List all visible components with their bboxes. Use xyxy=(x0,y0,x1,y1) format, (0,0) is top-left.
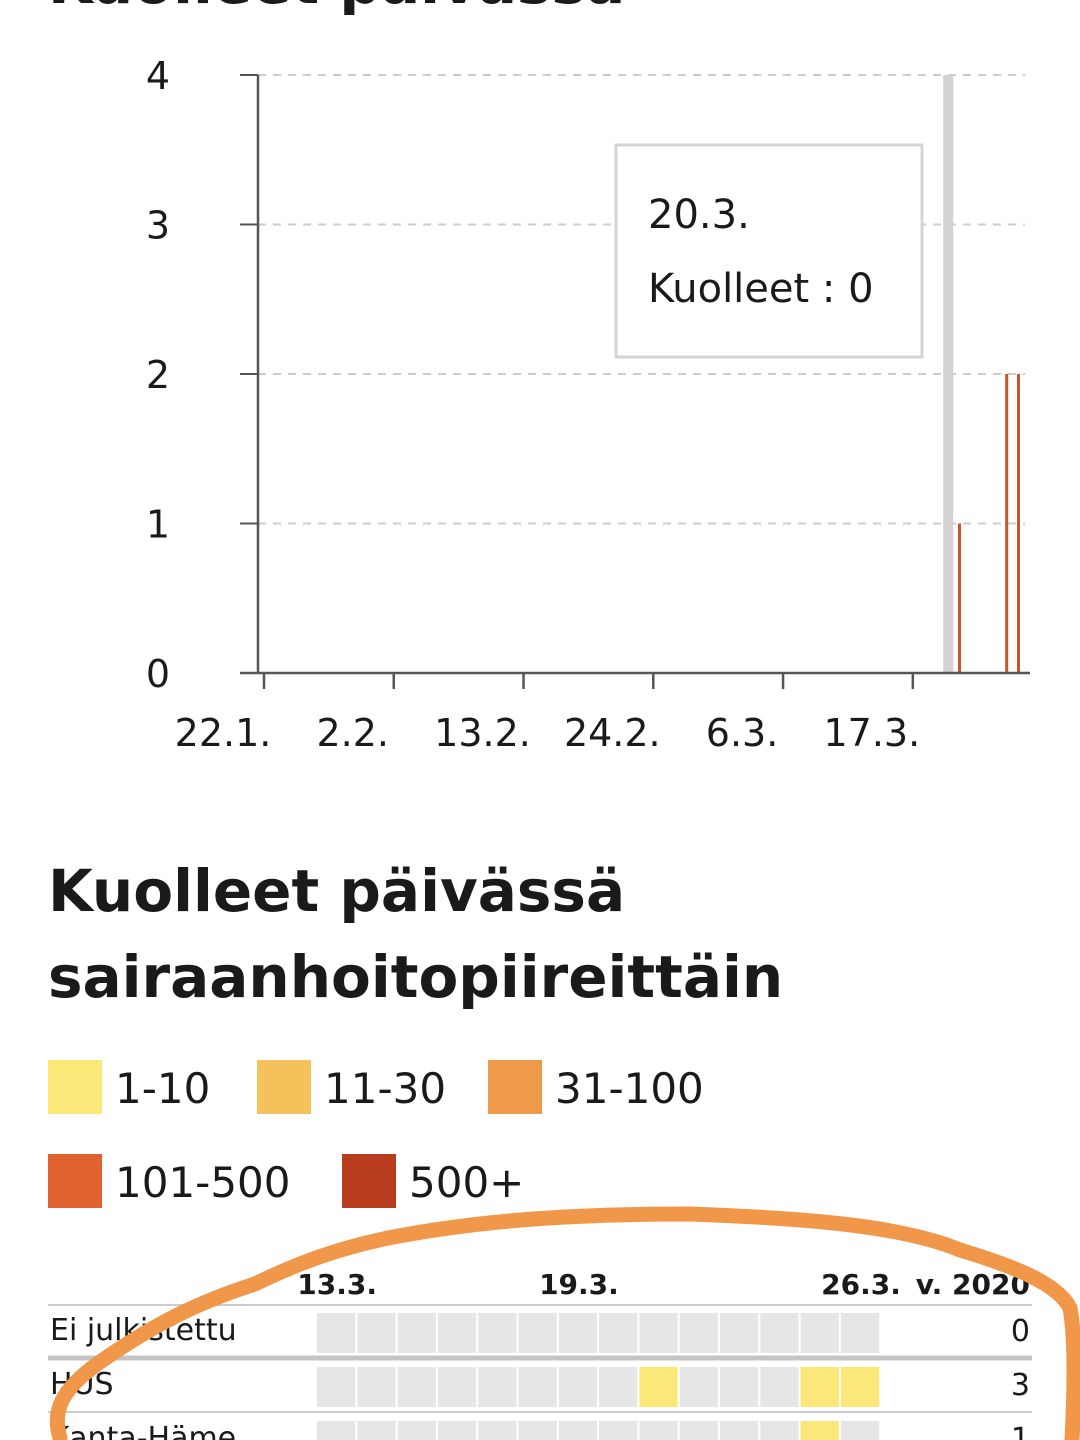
row-label: Kanta-Häme xyxy=(50,1421,236,1440)
hover-band xyxy=(943,75,954,673)
heatmap-cell xyxy=(518,1313,557,1353)
heatmap-cell xyxy=(639,1421,678,1440)
column-header: 13.3. xyxy=(297,1268,377,1301)
row-total: 0 xyxy=(1011,1314,1030,1349)
legend-swatch xyxy=(342,1154,396,1208)
heatmap-cell xyxy=(679,1313,718,1353)
legend-swatch xyxy=(48,1154,102,1208)
heatmap-cell xyxy=(518,1367,557,1407)
legend-swatch xyxy=(257,1060,311,1114)
x-tick-label: 2.2. xyxy=(317,711,390,755)
heatmap-cell xyxy=(840,1421,880,1440)
legend-label: 1-10 xyxy=(115,1064,211,1113)
top-chart-title: Kuolleet päivässä xyxy=(48,0,625,18)
heatmap-cell xyxy=(397,1421,436,1440)
row-label: Ei julkistettu xyxy=(50,1313,237,1348)
heatmap-cell xyxy=(478,1367,517,1407)
heatmap-cell xyxy=(357,1421,396,1440)
bar xyxy=(1017,374,1020,673)
heatmap-row: Ei julkistettu 0 xyxy=(48,1313,1032,1361)
heatmap-cell xyxy=(599,1421,638,1440)
heatmap-title-line2: sairaanhoitopiireittäin xyxy=(48,943,784,1011)
legend-label: 11-30 xyxy=(324,1064,447,1113)
legend-label: 31-100 xyxy=(555,1064,704,1113)
bar xyxy=(1005,374,1009,673)
heatmap-cell xyxy=(357,1313,396,1353)
heatmap-cell xyxy=(599,1313,638,1353)
column-header: 26.3. xyxy=(821,1268,901,1301)
x-tick-label: 22.1. xyxy=(175,711,272,755)
heatmap-cell xyxy=(317,1421,356,1440)
total-header: v. 2020 xyxy=(916,1268,1030,1301)
y-tick-label: 2 xyxy=(146,353,170,397)
tooltip-box xyxy=(614,143,924,359)
y-tick-label: 0 xyxy=(146,652,170,696)
legend-swatch xyxy=(48,1060,102,1114)
heatmap-cell xyxy=(800,1367,839,1407)
tooltip: 20.3. Kuolleet : 0 xyxy=(614,143,924,359)
heatmap-cell xyxy=(639,1367,678,1407)
y-tick-label: 1 xyxy=(146,503,170,547)
heatmap-cell xyxy=(317,1313,356,1353)
heatmap-cell xyxy=(679,1421,718,1440)
heatmap-cell xyxy=(840,1367,880,1407)
y-tick-label: 4 xyxy=(146,54,170,98)
heatmap-cell xyxy=(599,1367,638,1407)
x-tick-label: 24.2. xyxy=(564,711,661,755)
heatmap-row: HUS 3 xyxy=(48,1367,1032,1413)
heatmap-cell xyxy=(760,1313,799,1353)
heatmap-cell xyxy=(558,1421,598,1440)
heatmap-cell xyxy=(639,1313,678,1353)
heatmap-cell xyxy=(679,1367,718,1407)
x-tick-label: 13.2. xyxy=(434,711,531,755)
row-label: HUS xyxy=(50,1367,114,1402)
heatmap-row: Kanta-Häme 1 xyxy=(50,1421,1030,1440)
heatmap-title-line1: Kuolleet päivässä xyxy=(48,857,626,925)
heatmap-title: Kuolleet päivässä sairaanhoitopiireittäin xyxy=(48,848,1048,1020)
heatmap-cell xyxy=(558,1313,598,1353)
heatmap-cell xyxy=(518,1421,557,1440)
daily-deaths-bar-chart[interactable]: 0 1 2 3 4 22.1. 2.2. 13.2. 24.2. 6.3. 17.3. 20.3. Ku… xyxy=(0,0,1080,800)
heatmap-cell xyxy=(760,1367,799,1407)
y-tick-label: 3 xyxy=(146,204,170,248)
heatmap-cell xyxy=(558,1367,598,1407)
heatmap-cell xyxy=(720,1421,759,1440)
heatmap-cell xyxy=(437,1313,477,1353)
legend-label: 500+ xyxy=(409,1158,525,1207)
heatmap-cell xyxy=(760,1421,799,1440)
heatmap-cell xyxy=(478,1313,517,1353)
heatmap-cell xyxy=(397,1367,436,1407)
heatmap-cell xyxy=(357,1367,396,1407)
x-tick-label: 6.3. xyxy=(706,711,779,755)
x-tick-label: 17.3. xyxy=(823,711,920,755)
heatmap-cell xyxy=(437,1367,477,1407)
heatmap-cell xyxy=(840,1313,880,1353)
bar xyxy=(958,523,962,673)
heatmap-cell xyxy=(437,1421,477,1440)
row-total: 1 xyxy=(1011,1422,1030,1440)
tooltip-value: Kuolleet : 0 xyxy=(648,266,874,312)
legend-swatch xyxy=(488,1060,542,1114)
heatmap-cell xyxy=(800,1421,839,1440)
heatmap-cell xyxy=(720,1367,759,1407)
heatmap-cell xyxy=(720,1313,759,1353)
tooltip-date: 20.3. xyxy=(648,192,750,238)
heatmap-cell xyxy=(478,1421,517,1440)
legend-label: 101-500 xyxy=(115,1158,291,1207)
heatmap-cell xyxy=(800,1313,839,1353)
column-header: 19.3. xyxy=(539,1268,619,1301)
heatmap-cell xyxy=(397,1313,436,1353)
row-total: 3 xyxy=(1011,1368,1030,1403)
heatmap-cell xyxy=(317,1367,356,1407)
